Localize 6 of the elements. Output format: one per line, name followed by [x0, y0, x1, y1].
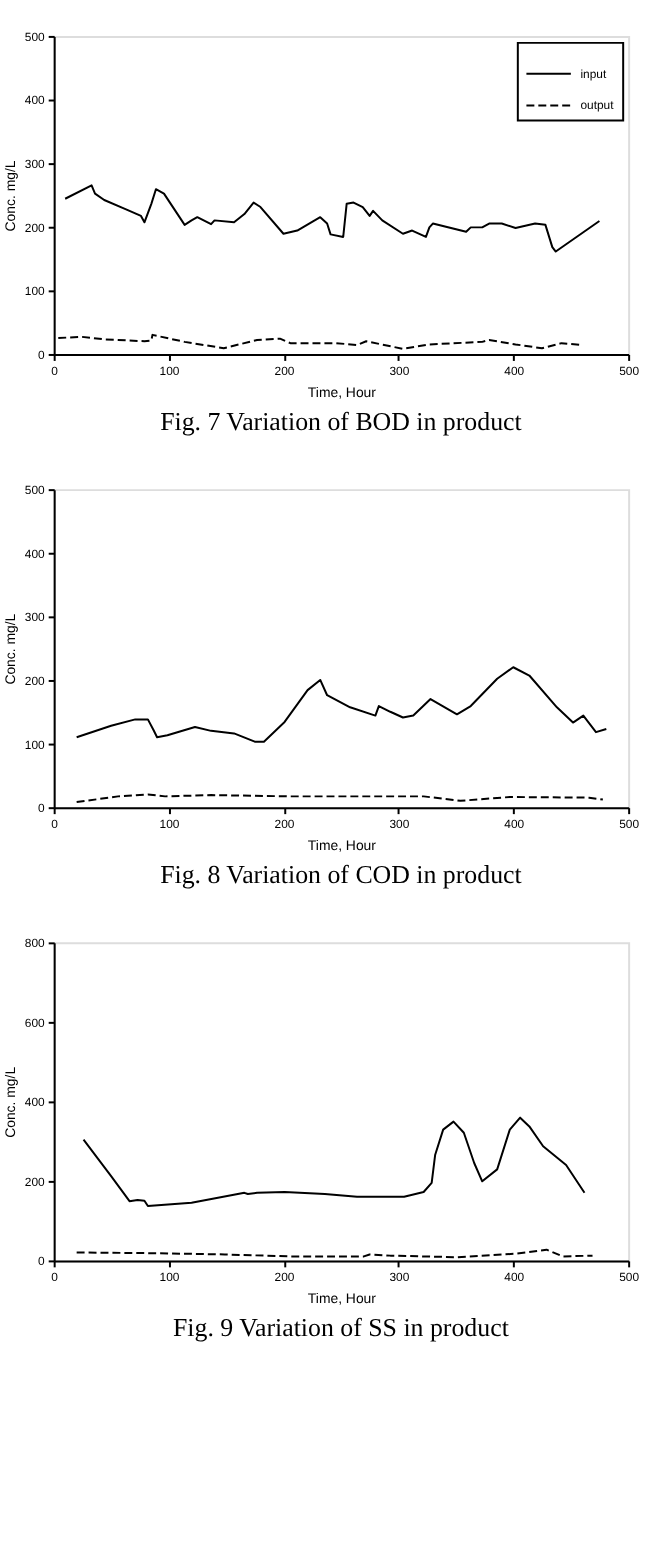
line-series: [75, 666, 608, 743]
text: Fig. 7 Variation of BOD in product: [160, 405, 523, 436]
line-series: [64, 184, 601, 253]
text: Fig. 9 Variation of SS in product: [173, 1311, 510, 1342]
text: Fig. 8 Variation of COD in product: [160, 858, 523, 889]
line-series: [82, 1116, 586, 1207]
